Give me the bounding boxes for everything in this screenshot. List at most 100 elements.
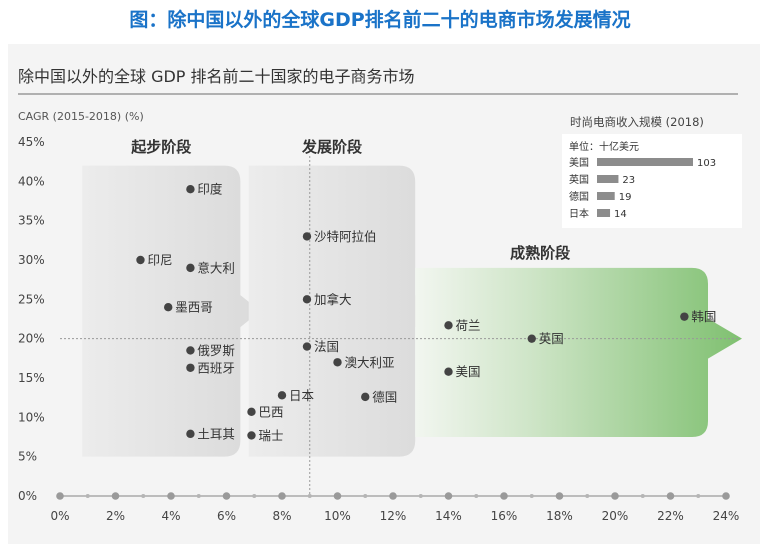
inset-value-label: 23 — [622, 175, 635, 186]
x-tick-label: 16% — [491, 509, 518, 523]
x-tick-marker — [111, 492, 120, 500]
y-tick-label: 20% — [18, 332, 45, 346]
stage-arrow-developing — [248, 165, 436, 457]
x-minor-tick — [418, 494, 423, 498]
data-point — [164, 303, 173, 312]
y-tick-label: 45% — [18, 135, 45, 149]
inset-title: 时尚电商收入规模 (2018) — [570, 115, 704, 129]
data-point — [186, 346, 195, 355]
data-point-label: 俄罗斯 — [197, 343, 235, 358]
data-point-label: 澳大利亚 — [345, 355, 395, 370]
x-tick-marker — [56, 492, 64, 500]
x-minor-tick — [696, 494, 701, 498]
x-tick-marker — [666, 492, 675, 500]
x-tick-label: 2% — [106, 509, 125, 523]
data-point — [186, 363, 195, 372]
stage-arrow-mature — [415, 267, 742, 437]
x-minor-tick — [363, 494, 368, 498]
data-point-label: 墨西哥 — [175, 300, 213, 315]
inset-value-label: 19 — [619, 192, 632, 203]
stage-label: 发展阶段 — [301, 138, 362, 156]
y-tick-label: 5% — [18, 450, 37, 464]
data-point — [302, 295, 312, 304]
data-point — [277, 391, 287, 400]
x-tick-marker — [333, 492, 342, 500]
y-tick-label: 40% — [18, 174, 45, 188]
x-tick-marker — [389, 492, 397, 500]
x-tick-marker — [555, 492, 564, 500]
data-point — [186, 263, 195, 273]
y-tick-label: 30% — [18, 253, 45, 267]
x-tick-label: 6% — [217, 509, 236, 523]
data-point-label: 英国 — [539, 331, 564, 346]
data-point — [444, 321, 453, 330]
x-minor-tick — [196, 494, 201, 498]
data-point — [247, 431, 256, 440]
inset-bar-chart: 时尚电商收入规模 (2018) 单位：十亿美元 美国 103 英国 23 德国 19 日本 1… — [562, 115, 742, 228]
data-point-label: 巴西 — [258, 404, 283, 419]
data-point-label: 印度 — [197, 182, 223, 197]
data-point — [361, 392, 370, 402]
inset-bar — [597, 192, 615, 200]
inset-background — [562, 134, 742, 228]
data-point — [333, 358, 342, 367]
x-tick-label: 18% — [546, 509, 573, 523]
x-tick-marker — [722, 492, 730, 500]
data-point — [247, 407, 256, 417]
data-point — [186, 185, 195, 194]
x-minor-tick — [252, 494, 257, 498]
y-tick-label: 10% — [18, 410, 45, 424]
data-point — [444, 367, 453, 376]
x-tick-label: 20% — [602, 509, 629, 523]
x-tick-marker — [444, 492, 453, 500]
data-point-label: 印尼 — [147, 253, 172, 268]
data-point-label: 荷兰 — [456, 318, 481, 333]
x-tick-label: 14% — [435, 509, 462, 523]
x-tick-marker — [278, 492, 286, 500]
x-minor-tick — [307, 494, 312, 498]
banner-title: 图：除中国以外的全球GDP排名前二十的电商市场发展情况 — [129, 9, 631, 31]
x-minor-tick — [529, 494, 534, 498]
x-tick-label: 8% — [272, 509, 291, 523]
inset-unit: 单位：十亿美元 — [569, 140, 639, 153]
data-point-label: 瑞士 — [258, 428, 283, 443]
data-point-label: 日本 — [289, 388, 315, 403]
inset-value-label: 14 — [614, 209, 627, 220]
x-tick-label: 10% — [324, 509, 351, 523]
data-point-label: 美国 — [456, 364, 481, 379]
chart-title: 除中国以外的全球 GDP 排名前二十国家的电子商务市场 — [18, 67, 415, 86]
inset-category-label: 美国 — [569, 156, 589, 169]
data-point-label: 土耳其 — [197, 426, 235, 441]
inset-bar — [597, 209, 611, 217]
y-axis-label: CAGR (2015-2018) (%) — [18, 110, 144, 123]
data-point-label: 德国 — [372, 389, 397, 404]
x-minor-tick — [585, 494, 590, 498]
x-tick-marker — [611, 492, 619, 500]
data-point-label: 加拿大 — [314, 292, 352, 307]
x-minor-tick — [141, 494, 146, 498]
inset-bar — [597, 175, 619, 183]
inset-category-label: 日本 — [569, 207, 589, 220]
inset-bar — [597, 158, 693, 166]
x-minor-tick — [85, 494, 90, 498]
chart-panel: 起步阶段 发展阶段成熟阶段 除中国以外的全球 GDP 排名前二十国家的电子商务市场… — [8, 44, 760, 544]
data-point-label: 意大利 — [197, 260, 235, 275]
x-tick-label: 0% — [50, 509, 69, 523]
data-point — [136, 255, 145, 265]
data-point-label: 西班牙 — [197, 360, 235, 375]
x-tick-label: 4% — [161, 509, 180, 523]
x-tick-marker — [167, 492, 175, 500]
y-tick-label: 15% — [18, 371, 45, 385]
stage-label: 成熟阶段 — [510, 244, 570, 262]
stage-label: 起步阶段 — [130, 138, 191, 156]
data-point-label: 法国 — [314, 339, 339, 354]
data-point — [302, 232, 312, 241]
x-tick-label: 22% — [657, 509, 684, 523]
y-tick-label: 35% — [18, 214, 45, 228]
x-tick-label: 24% — [713, 509, 740, 523]
data-point — [186, 429, 195, 439]
data-point — [527, 334, 536, 343]
inset-value-label: 103 — [697, 158, 716, 169]
y-tick-label: 25% — [18, 292, 45, 306]
